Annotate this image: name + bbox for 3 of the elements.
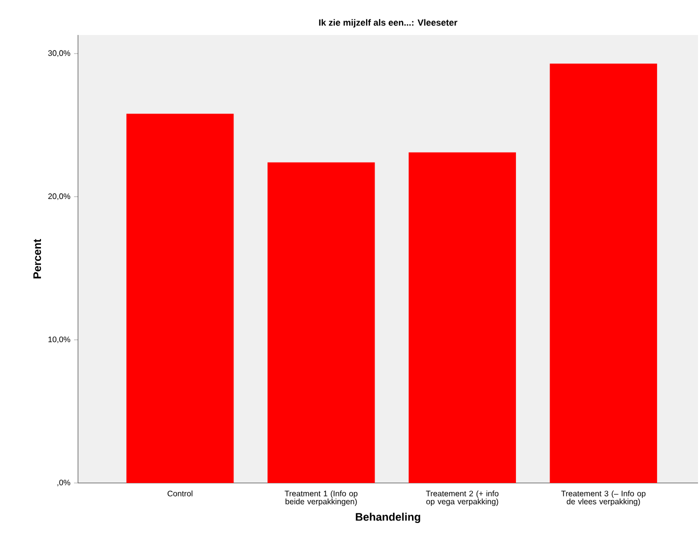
y-axis-title: Percent [33,239,42,278]
chart-title: Ik zie mijzelf als een...: Vleeseter [319,19,458,28]
x-axis-title: Behandeling [356,512,420,524]
